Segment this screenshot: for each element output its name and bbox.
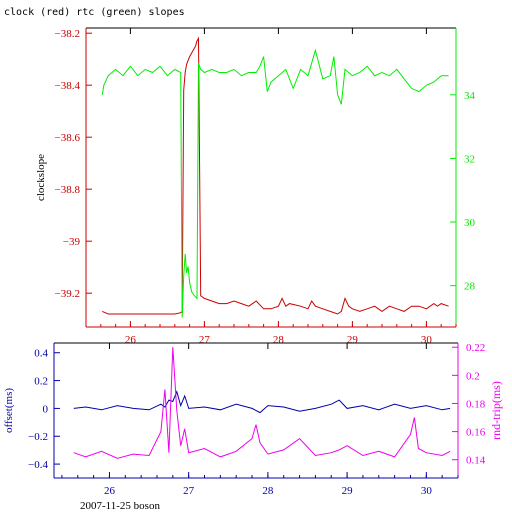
y-tick-label-right: 0.2	[466, 370, 480, 382]
y-tick-label-right: 0.16	[466, 427, 486, 439]
y-tick-label-left: −39	[63, 236, 81, 248]
footer-label: 2007-11-25 boson	[80, 500, 160, 512]
y-tick-label-right: 0.22	[466, 342, 485, 354]
series-line-clock	[102, 36, 449, 315]
y-axis-label-left: clockslope	[35, 154, 47, 201]
y-tick-label-right: 32	[464, 153, 475, 165]
y-tick-label-right: 28	[464, 281, 476, 293]
x-tick-label: 30	[421, 485, 433, 497]
y-tick-label-right: 0.14	[466, 455, 486, 467]
y-tick-label-left: −38.6	[55, 132, 81, 144]
x-tick-label: 26	[125, 334, 137, 346]
y-tick-label-left: 0.4	[34, 348, 48, 360]
y-axis-label-left: offset(ms)	[3, 388, 15, 433]
x-tick-label: 27	[183, 485, 195, 497]
series-line-rnd-trip	[73, 347, 451, 459]
y-tick-label-left: 0.2	[34, 376, 48, 388]
y-axis-label-right: rnd-trip(ms)	[489, 381, 503, 440]
series-line-offset	[73, 390, 451, 414]
y-tick-label-left: −38.4	[55, 80, 81, 92]
y-tick-label-right: 0.18	[466, 398, 486, 410]
x-tick-label: 28	[262, 485, 274, 497]
x-tick-label: 29	[347, 334, 359, 346]
y-tick-label-left: −0.4	[28, 459, 48, 471]
y-tick-label-left: −0.2	[28, 431, 48, 443]
series-line-rtc	[101, 48, 449, 318]
chart-title: clock (red) rtc (green) slopes	[4, 7, 185, 18]
y-tick-label-left: −38.8	[55, 184, 81, 196]
y-tick-label-left: −39.2	[55, 288, 80, 300]
y-tick-label-right: 30	[464, 217, 476, 229]
y-tick-label-left: −38.2	[55, 28, 80, 40]
y-tick-label-right: 34	[464, 90, 476, 102]
x-tick-label: 27	[199, 334, 211, 346]
x-tick-label: 30	[421, 334, 433, 346]
x-tick-label: 28	[273, 334, 285, 346]
y-tick-label-left: 0	[43, 403, 49, 415]
x-tick-label: 29	[342, 485, 354, 497]
x-tick-label: 26	[104, 485, 116, 497]
